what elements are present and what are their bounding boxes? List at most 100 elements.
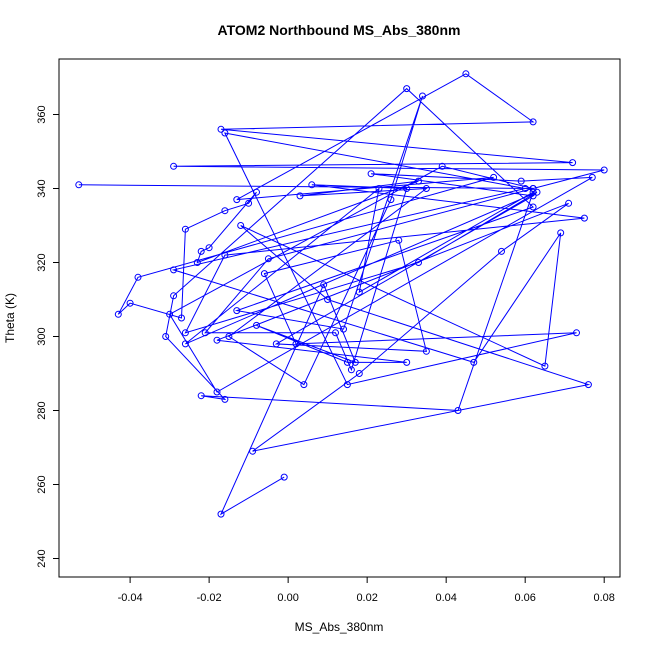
y-tick-label: 260: [36, 475, 48, 493]
data-point: [201, 329, 209, 337]
data-point: [280, 473, 288, 481]
x-tick-label: 0.00: [277, 592, 298, 604]
data-point: [320, 281, 328, 289]
data-point: [170, 162, 178, 170]
data-point: [300, 381, 308, 389]
x-tick-label: -0.04: [118, 592, 143, 604]
series-line: [78, 73, 605, 516]
data-point: [569, 159, 577, 167]
plot-frame: [58, 58, 621, 578]
data-point: [181, 340, 189, 348]
data-point: [470, 358, 478, 366]
data-point: [343, 358, 351, 366]
data-point: [584, 381, 592, 389]
data-point: [217, 125, 225, 133]
data-point: [213, 336, 221, 344]
y-tick-label: 300: [36, 327, 48, 345]
y-tick-label: 360: [36, 105, 48, 123]
data-point: [114, 310, 122, 318]
data-point: [347, 366, 355, 374]
data-point: [221, 207, 229, 215]
data-point: [395, 236, 403, 244]
y-tick-label: 240: [36, 549, 48, 567]
data-point: [517, 177, 525, 185]
data-point: [355, 288, 363, 296]
data-point: [221, 251, 229, 259]
data-point: [454, 407, 462, 414]
data-point: [237, 222, 245, 229]
data-point: [403, 358, 411, 366]
data-point: [245, 199, 253, 207]
data-point: [233, 307, 241, 315]
data-point: [253, 321, 260, 329]
data-point: [292, 340, 300, 348]
data-point: [213, 388, 221, 396]
data-point: [197, 247, 205, 255]
data-point: [422, 185, 430, 192]
data-point: [355, 370, 363, 377]
data-point: [134, 273, 142, 281]
data-point: [221, 395, 229, 403]
data-point: [529, 203, 537, 211]
data-point: [462, 70, 470, 78]
data-point: [529, 185, 537, 192]
data-point: [253, 188, 260, 196]
data-point: [387, 196, 395, 204]
data-point: [178, 314, 185, 322]
data-point: [217, 510, 225, 518]
data-point: [600, 166, 608, 174]
data-point: [580, 214, 588, 222]
data-point: [588, 173, 596, 181]
data-point: [498, 247, 505, 255]
data-point: [521, 185, 529, 192]
data-point: [415, 259, 422, 266]
series-lines: [78, 73, 605, 516]
x-tick-label: -0.02: [197, 592, 222, 604]
y-tick-label: 280: [36, 401, 48, 419]
y-axis: 240 260 280 300 320 340 360: [36, 105, 60, 568]
data-point: [529, 192, 537, 200]
data-point: [419, 92, 426, 100]
x-tick-label: 0.06: [514, 592, 535, 604]
series-points: [75, 70, 608, 518]
x-tick-label: 0.02: [356, 592, 377, 604]
data-point: [351, 358, 359, 366]
data-point: [541, 362, 549, 370]
data-point: [249, 447, 257, 455]
x-tick-label: 0.04: [435, 592, 456, 604]
data-point: [170, 266, 178, 274]
data-point: [367, 170, 375, 178]
data-point: [565, 199, 573, 207]
data-point: [225, 333, 233, 340]
data-point: [415, 177, 422, 185]
x-tick-label: 0.08: [593, 592, 614, 604]
data-point: [332, 329, 339, 337]
data-point: [193, 259, 201, 266]
data-point: [529, 118, 537, 126]
data-point: [126, 299, 134, 307]
x-axis: -0.04 -0.02 0.00 0.02 0.04 0.06 0.08: [118, 576, 615, 604]
data-point: [533, 188, 541, 196]
data-point: [264, 255, 272, 263]
x-axis-label: MS_Abs_380nm: [295, 620, 384, 634]
data-point: [324, 296, 332, 303]
data-point: [343, 381, 351, 389]
data-point: [375, 185, 383, 192]
data-point: [529, 188, 537, 196]
data-point: [490, 173, 498, 181]
data-point: [233, 196, 241, 204]
data-point: [296, 192, 304, 200]
data-point: [197, 392, 205, 400]
chart-title: ATOM2 Northbound MS_Abs_380nm: [218, 22, 461, 38]
data-point: [272, 340, 280, 348]
data-point: [308, 181, 316, 189]
y-tick-label: 340: [36, 179, 48, 197]
data-point: [403, 185, 411, 192]
data-point: [340, 325, 347, 333]
data-point: [181, 225, 189, 233]
y-axis-label: Theta (K): [3, 293, 17, 343]
data-point: [260, 270, 268, 278]
data-point: [573, 329, 580, 337]
data-point: [422, 347, 430, 355]
